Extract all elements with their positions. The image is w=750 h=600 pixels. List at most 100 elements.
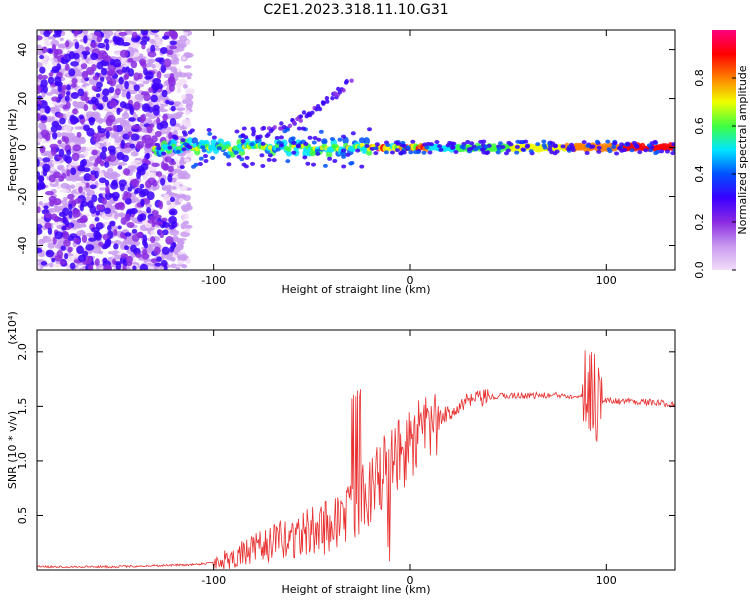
spectrogram-cell [113, 243, 119, 250]
spectrogram-cell [240, 139, 246, 144]
spectrogram-cell [180, 138, 186, 143]
spectrogram-cell [49, 143, 59, 149]
spectrogram-cell [191, 137, 199, 145]
spectrogram-cell [278, 135, 284, 140]
spectrogram-cell [141, 44, 146, 50]
spectrogram-cell [169, 117, 177, 127]
snr-panel: -100 0 100 0.5 1.0 1.5 2.0 Height of straight… [6, 311, 676, 596]
spectrogram-cell [140, 198, 145, 207]
spectrogram-cell [98, 182, 106, 186]
spectrogram-cell [154, 130, 162, 138]
spectrogram-cell [51, 43, 57, 52]
spectrogram-cell [168, 132, 173, 140]
spectrogram-cell [344, 79, 349, 84]
spectrogram-cell [250, 161, 256, 166]
spectrogram-cell [629, 148, 635, 153]
spectrogram-cell [167, 174, 173, 183]
spectrogram-cell [197, 161, 203, 166]
spectrogram-cell [500, 144, 506, 149]
spectrogram-cell [81, 234, 88, 243]
spectrogram-cell [153, 246, 161, 255]
spectrogram-cell [88, 237, 97, 242]
spectrogram-cell [131, 197, 140, 203]
spectrogram-cell [43, 30, 51, 37]
spectrogram-cell [672, 147, 675, 152]
spectrogram-cell [332, 158, 338, 163]
spectrogram-cell [70, 61, 79, 67]
spectrogram-cell [100, 67, 108, 76]
spectrogram-cell [275, 147, 281, 152]
spectrogram-cell [166, 188, 172, 193]
spectrogram-cell [147, 177, 157, 185]
spectrogram-cell [42, 167, 48, 177]
spectrogram-cell [106, 69, 116, 77]
spectrogram-cell [161, 35, 170, 40]
spectrogram-cell [146, 207, 152, 214]
spectrogram-cell [51, 257, 56, 263]
spectrogram-cell [184, 110, 191, 116]
spectrogram-cell [87, 161, 95, 167]
spectrogram-cell [63, 154, 68, 162]
spectrogram-cell [139, 183, 145, 189]
spectrogram-cell [62, 231, 69, 240]
spectrogram-cell [449, 141, 455, 146]
spectrogram-cell [179, 185, 188, 192]
spectrogram-cell [50, 125, 58, 133]
spectrogram-cell [508, 142, 514, 147]
spectrogram-cell [127, 186, 133, 192]
spectrogram-x-tick-label: -100 [201, 274, 226, 287]
spectrogram-cell [172, 237, 180, 242]
spectrogram-cell [523, 139, 529, 144]
spectrogram-cell [71, 78, 78, 84]
spectrogram-cell [670, 151, 675, 156]
spectrogram-cell [168, 208, 178, 216]
spectrogram-cell [102, 95, 109, 103]
spectrogram-cell [51, 96, 59, 102]
spectrogram-cell [122, 265, 127, 270]
spectrogram-cell [125, 66, 130, 73]
spectrogram-cell [75, 182, 85, 186]
spectrogram-cell [201, 148, 207, 153]
spectrogram-cell [159, 120, 169, 129]
spectrogram-cell [114, 202, 122, 210]
spectrogram-cell [139, 213, 147, 221]
spectrogram-cell [449, 145, 455, 150]
spectrogram-cell [285, 159, 291, 164]
spectrogram-cell [71, 135, 78, 142]
spectrogram-cell [116, 151, 125, 161]
spectrogram-cell [90, 52, 99, 61]
spectrogram-cell [37, 224, 43, 230]
spectrogram-cell [77, 88, 85, 97]
spectrogram-cell [151, 222, 156, 228]
spectrogram-cell [150, 94, 158, 103]
spectrogram-cell [95, 143, 101, 148]
spectrogram-cell [113, 229, 118, 236]
spectrogram-cell [104, 207, 111, 215]
spectrogram-cell [398, 151, 404, 156]
spectrogram-cell [127, 165, 138, 169]
spectrogram-cell [142, 61, 147, 71]
spectrogram-cell [86, 111, 95, 117]
spectrogram-cell [300, 126, 306, 131]
spectrogram-cell [590, 144, 596, 149]
spectrogram-cell [80, 201, 89, 207]
spectrogram-cell [145, 152, 151, 159]
spectrogram-cell [184, 93, 194, 101]
spectrogram-cell [163, 58, 172, 68]
spectrogram-cell [56, 124, 62, 131]
spectrogram-cell [122, 195, 127, 201]
spectrogram-cell [141, 36, 150, 42]
spectrogram-cell [286, 146, 292, 152]
spectrogram-cell [182, 84, 188, 89]
spectrogram-cell [37, 227, 43, 235]
spectrogram-cell [251, 129, 257, 134]
spectrogram-cell [298, 118, 303, 123]
spectrogram-cell [73, 238, 80, 244]
spectrogram-cell [67, 193, 75, 200]
spectrogram-cell [86, 66, 95, 75]
spectrogram-cell [151, 162, 160, 167]
spectrogram-cell [131, 124, 140, 130]
spectrogram-cell [59, 260, 66, 266]
colorbar-label: Normalized spectral amplitude [736, 65, 749, 234]
spectrogram-cell [121, 112, 130, 120]
